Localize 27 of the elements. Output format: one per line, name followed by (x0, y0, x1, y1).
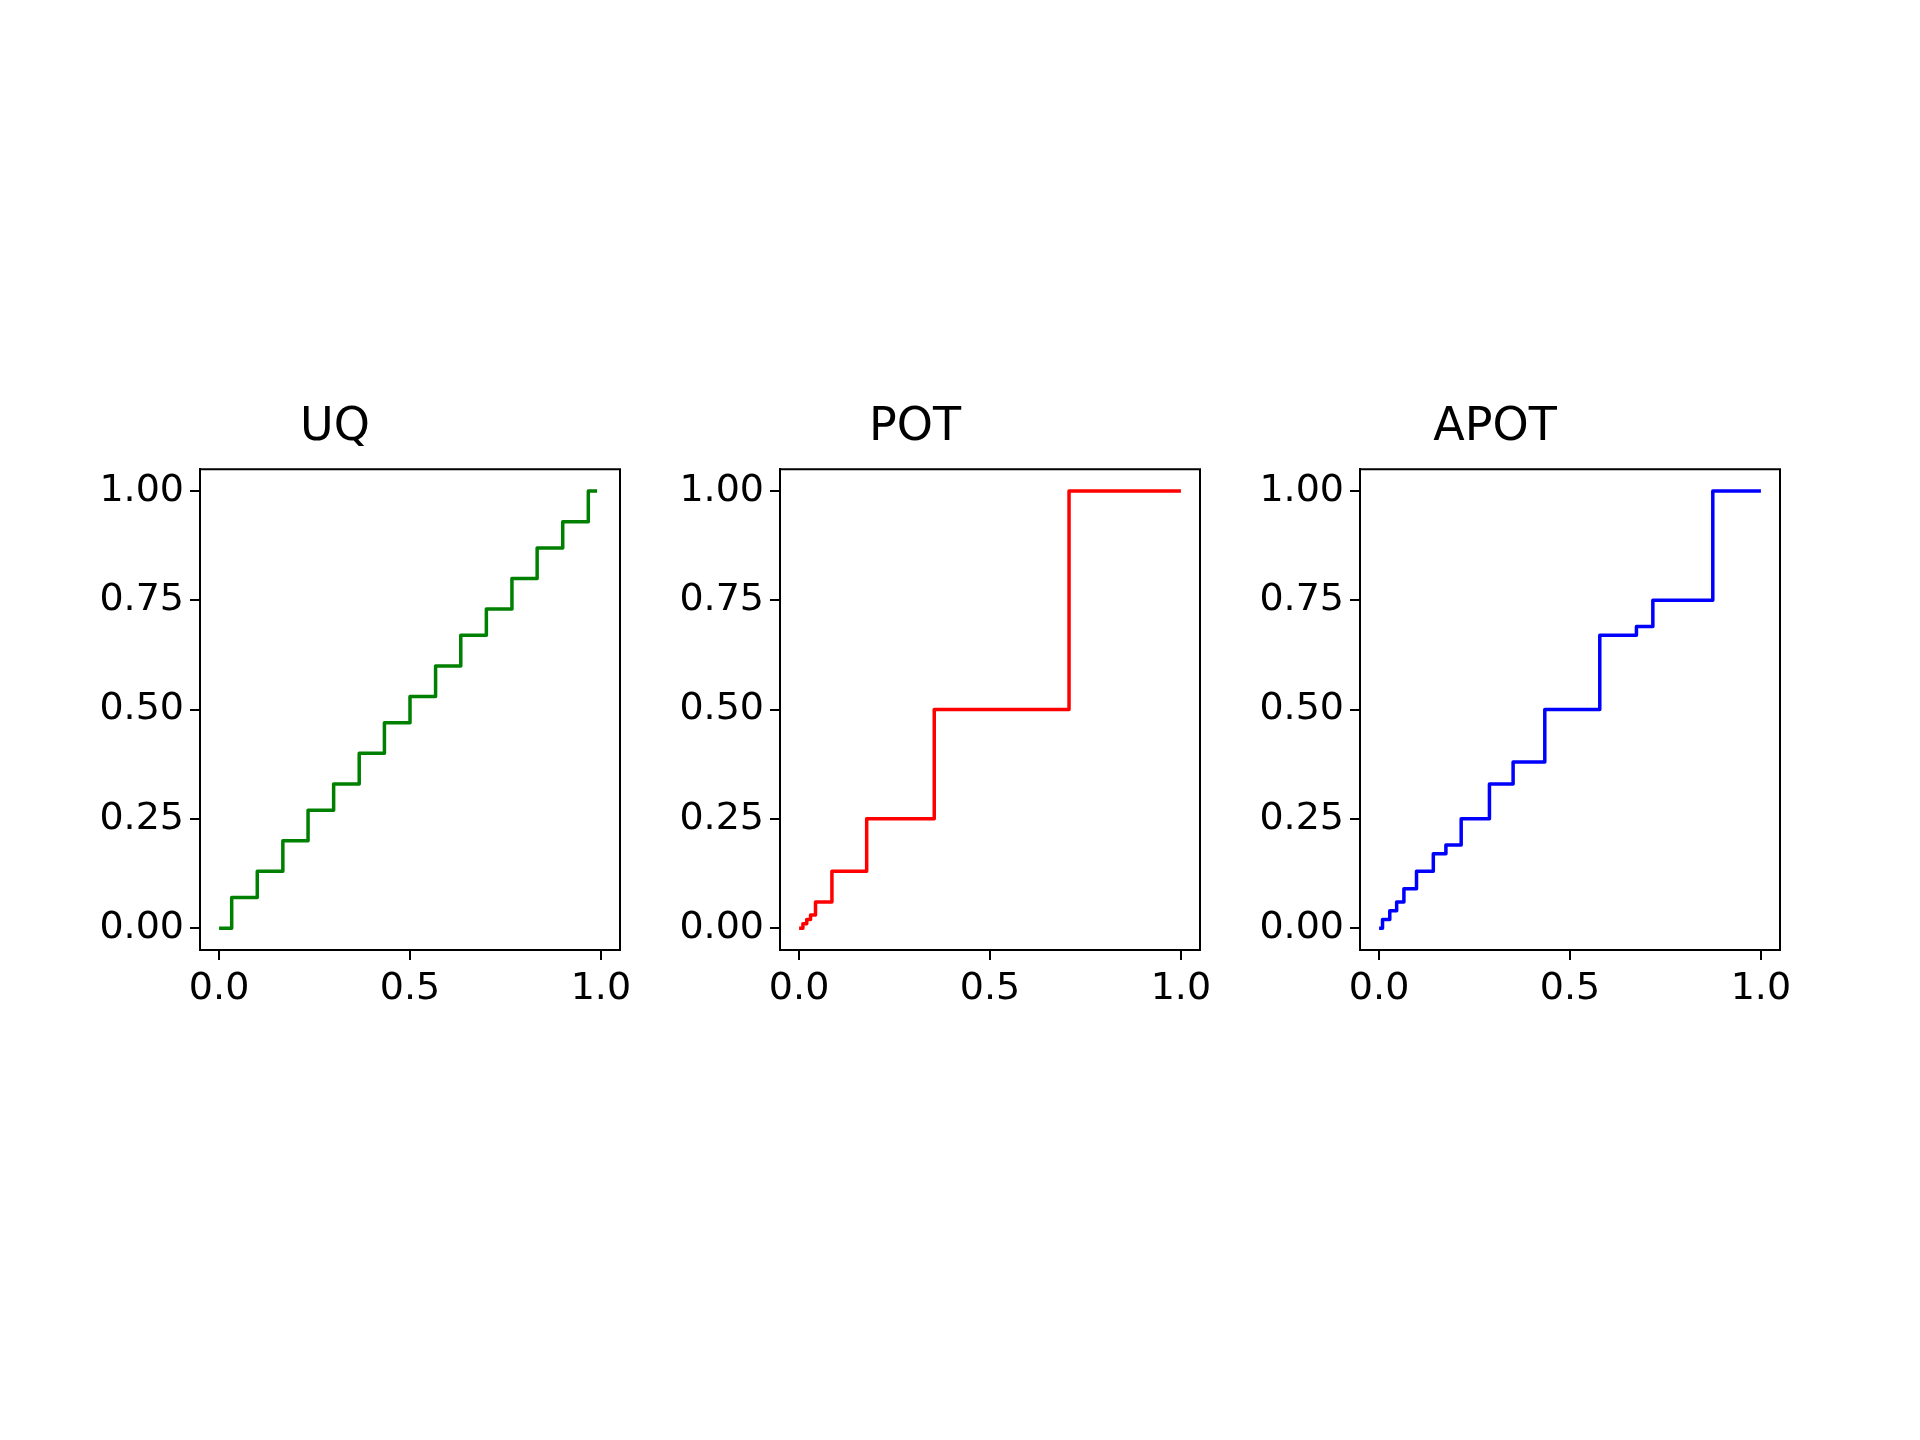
y-tick-label: 0.75 (1259, 575, 1344, 620)
chart-title: POT (868, 396, 962, 451)
y-tick-label: 0.00 (1259, 903, 1344, 948)
y-tick-label: 0.25 (679, 793, 764, 838)
x-tick-label: 1.0 (570, 963, 632, 1008)
x-tick-label: 1.0 (1150, 963, 1212, 1008)
y-tick-label: 0.50 (679, 684, 764, 729)
y-tick-label: 1.00 (99, 465, 184, 510)
y-tick-label: 0.00 (679, 903, 764, 948)
x-tick-label: 0.5 (379, 963, 441, 1008)
y-tick-label: 0.75 (679, 575, 764, 620)
x-tick-label: 0.0 (1348, 963, 1410, 1008)
y-tick-label: 1.00 (679, 465, 764, 510)
x-tick-label: 0.0 (768, 963, 830, 1008)
x-tick-label: 0.5 (1539, 963, 1601, 1008)
chart-title: UQ (300, 396, 370, 451)
chart-title: APOT (1433, 396, 1558, 451)
y-tick-label: 0.25 (1259, 793, 1344, 838)
x-tick-label: 1.0 (1730, 963, 1792, 1008)
x-tick-label: 0.5 (959, 963, 1021, 1008)
y-tick-label: 0.00 (99, 903, 184, 948)
y-tick-label: 0.50 (99, 684, 184, 729)
y-tick-label: 0.50 (1259, 684, 1344, 729)
y-tick-label: 0.75 (99, 575, 184, 620)
x-tick-label: 0.0 (188, 963, 250, 1008)
y-tick-label: 1.00 (1259, 465, 1344, 510)
y-tick-label: 0.25 (99, 793, 184, 838)
